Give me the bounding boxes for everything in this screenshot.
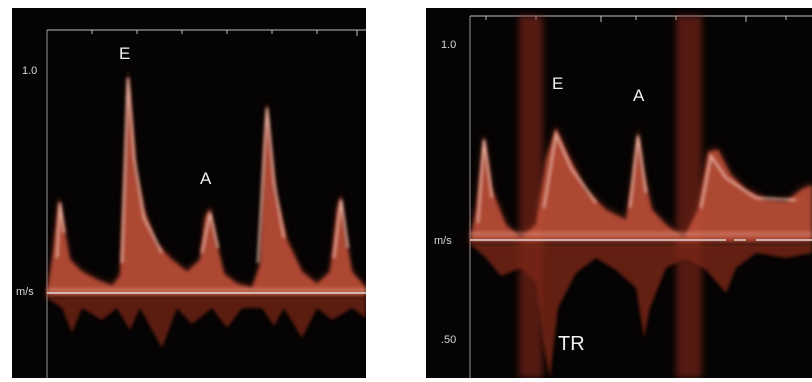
- left-spectrum-cores: [47, 77, 366, 292]
- right-a-wave-label: A: [633, 86, 645, 105]
- right-doppler-spectrum: [469, 15, 812, 378]
- left-top-ticks: [91, 30, 358, 36]
- left-reverse-flow: [47, 298, 366, 348]
- right-scale-bottom-label: .50: [441, 334, 457, 346]
- right-tr-label: TR: [558, 333, 585, 355]
- left-unit-label: m/s: [16, 286, 34, 298]
- right-artifact-band-1: [519, 16, 543, 378]
- right-scale-top-label: 1.0: [441, 39, 457, 51]
- left-a-wave-label: A: [200, 169, 212, 188]
- right-spectrum-envelope: [470, 128, 812, 242]
- left-scale-top-label: 1.0: [22, 65, 38, 77]
- right-unit-label: m/s: [434, 235, 452, 247]
- left-doppler-spectrum: [46, 29, 366, 378]
- left-doppler-panel: 1.0 m/s E A: [12, 8, 366, 378]
- right-e-wave-label: E: [552, 74, 564, 93]
- left-e-wave-label: E: [119, 44, 131, 63]
- right-reverse-flow: [470, 244, 812, 378]
- right-spectrum-cores: [470, 130, 812, 237]
- right-doppler-panel: 1.0 m/s .50 E A TR: [426, 8, 812, 378]
- right-artifact-band-2: [676, 16, 702, 378]
